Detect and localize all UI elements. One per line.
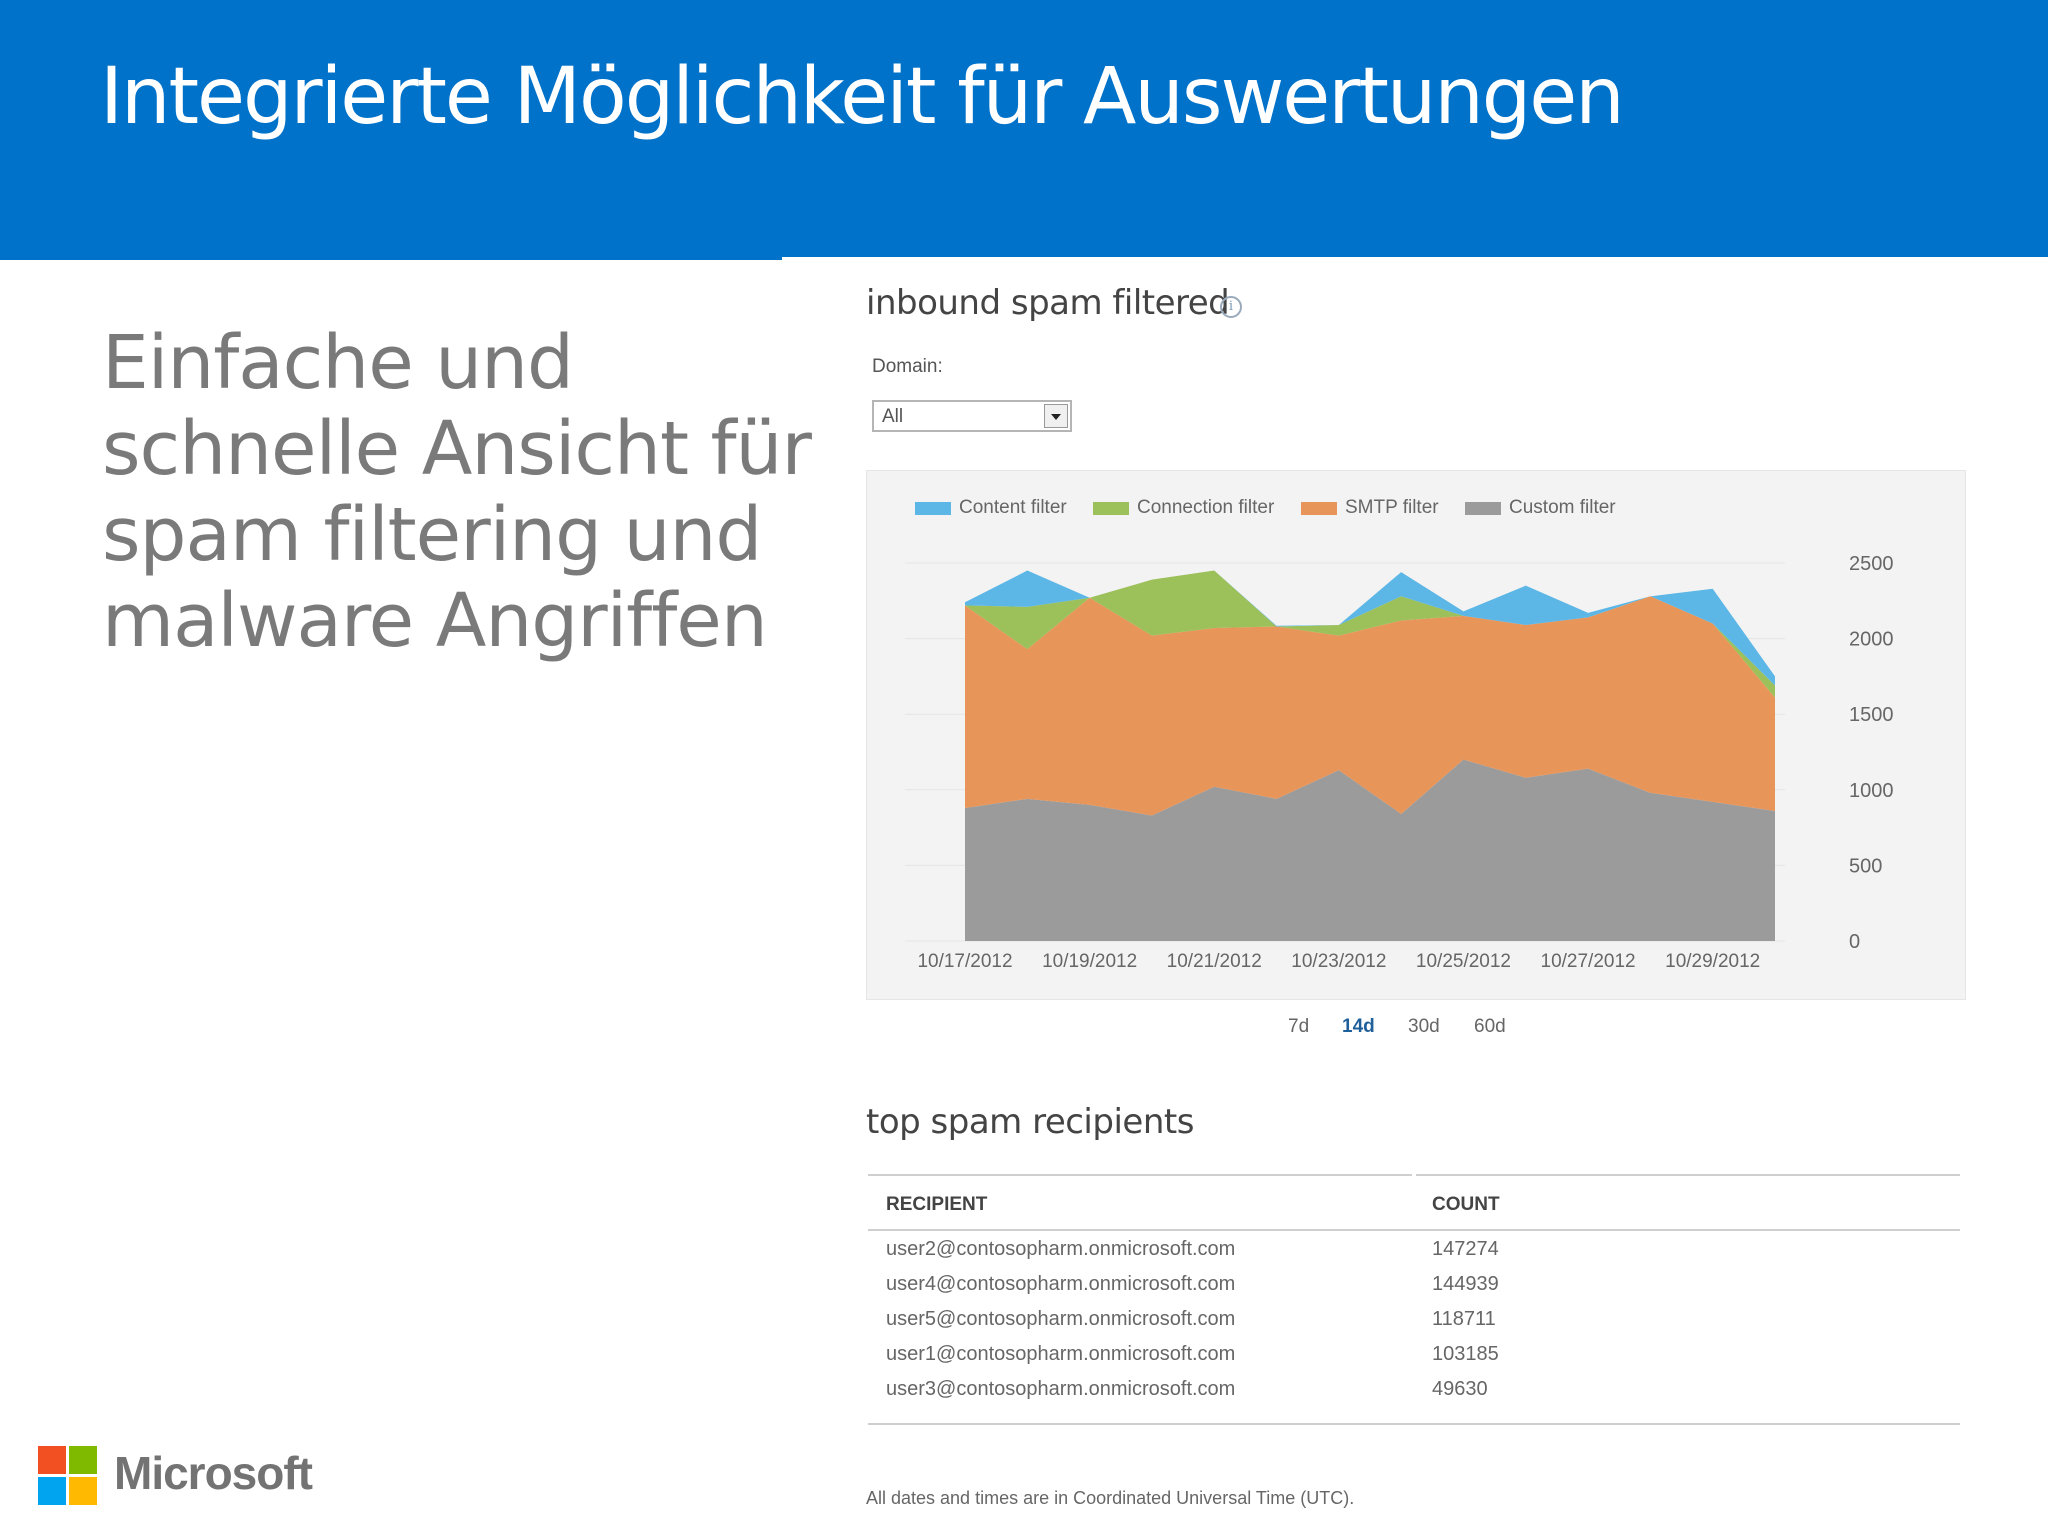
count-cell: 144939: [1432, 1273, 1499, 1295]
legend-label: Custom filter: [1509, 497, 1616, 518]
y-tick-label: 1000: [1849, 780, 1894, 802]
area-series-custom-filter[interactable]: [965, 759, 1775, 941]
slide-title: Integrierte Möglichkeit für Auswertungen: [100, 52, 1625, 142]
recipients-title: top spam recipients: [866, 1102, 1194, 1142]
table-row[interactable]: user2@contosopharm.onmicrosoft.com 14727…: [868, 1238, 1960, 1273]
table-row[interactable]: user4@contosopharm.onmicrosoft.com 14493…: [868, 1273, 1960, 1308]
y-tick-label: 2500: [1849, 553, 1894, 575]
subtitle-line: Einfache und: [102, 320, 574, 406]
range-7d[interactable]: 7d: [1288, 1016, 1310, 1037]
subtitle-line: malware Angriffen: [102, 578, 768, 664]
table-divider: [868, 1423, 1960, 1425]
legend-label: Connection filter: [1137, 497, 1275, 518]
area-series-connection-filter[interactable]: [965, 570, 1775, 698]
x-tick-label: 10/21/2012: [1167, 951, 1262, 972]
recipient-cell: user1@contosopharm.onmicrosoft.com: [886, 1343, 1236, 1365]
table-row[interactable]: user5@contosopharm.onmicrosoft.com 11871…: [868, 1308, 1960, 1343]
recipient-cell: user5@contosopharm.onmicrosoft.com: [886, 1308, 1236, 1330]
legend-swatch: [1465, 502, 1501, 515]
column-header-count[interactable]: COUNT: [1432, 1194, 1500, 1215]
recipient-cell: user2@contosopharm.onmicrosoft.com: [886, 1238, 1236, 1260]
y-tick-label: 1500: [1849, 704, 1894, 726]
column-header-recipient[interactable]: RECIPIENT: [886, 1194, 988, 1215]
table-divider: [1416, 1174, 1960, 1176]
panel-title: inbound spam filtered: [866, 283, 1230, 323]
legend-swatch: [915, 502, 951, 515]
x-tick-label: 10/27/2012: [1541, 951, 1636, 972]
table-row[interactable]: user3@contosopharm.onmicrosoft.com 49630: [868, 1378, 1960, 1413]
table-row[interactable]: user1@contosopharm.onmicrosoft.com 10318…: [868, 1343, 1960, 1378]
count-cell: 118711: [1432, 1308, 1496, 1330]
x-tick-label: 10/23/2012: [1291, 951, 1386, 972]
range-60d[interactable]: 60d: [1474, 1016, 1506, 1037]
logo-square: [69, 1446, 97, 1474]
microsoft-wordmark: Microsoft: [114, 1447, 313, 1499]
legend-label: Content filter: [959, 497, 1067, 518]
range-30d[interactable]: 30d: [1408, 1016, 1440, 1037]
y-tick-label: 500: [1849, 855, 1882, 877]
x-tick-label: 10/17/2012: [917, 951, 1012, 972]
count-cell: 147274: [1432, 1238, 1499, 1260]
recipient-cell: user3@contosopharm.onmicrosoft.com: [886, 1378, 1236, 1400]
table-divider: [868, 1229, 1960, 1231]
count-cell: 49630: [1432, 1378, 1488, 1400]
table-divider: [868, 1174, 1412, 1176]
domain-label: Domain:: [872, 356, 943, 377]
y-tick-label: 0: [1849, 931, 1860, 953]
x-tick-label: 10/19/2012: [1042, 951, 1137, 972]
area-series-content-filter[interactable]: [965, 570, 1775, 686]
logo-square: [38, 1446, 66, 1474]
legend-swatch: [1301, 502, 1337, 515]
title-banner: Integrierte Möglichkeit für Auswertungen: [0, 0, 2048, 257]
slide-subtitle: Einfache und schnelle Ansicht für spam f…: [102, 320, 812, 664]
x-tick-label: 10/29/2012: [1665, 951, 1760, 972]
info-icon[interactable]: i: [1220, 296, 1242, 318]
logo-square: [69, 1477, 97, 1505]
legend-label: SMTP filter: [1345, 497, 1439, 518]
domain-select-value: All: [882, 406, 904, 427]
area-series-smtp-filter[interactable]: [965, 596, 1775, 816]
spam-chart: Content filter Connection filter SMTP fi…: [866, 470, 1966, 1000]
subtitle-line: schnelle Ansicht für: [102, 406, 812, 492]
banner-accent-line: [0, 257, 782, 260]
logo-square: [38, 1477, 66, 1505]
y-tick-label: 2000: [1849, 629, 1894, 651]
chevron-down-icon[interactable]: [1044, 404, 1068, 428]
legend-swatch: [1093, 502, 1129, 515]
range-14d[interactable]: 14d: [1342, 1016, 1375, 1037]
x-tick-label: 10/25/2012: [1416, 951, 1511, 972]
utc-footnote: All dates and times are in Coordinated U…: [866, 1488, 1355, 1508]
domain-select[interactable]: All: [872, 400, 1072, 432]
microsoft-logo-icon: [38, 1446, 98, 1506]
recipient-cell: user4@contosopharm.onmicrosoft.com: [886, 1273, 1236, 1295]
subtitle-line: spam filtering und: [102, 492, 762, 578]
chart-plot: 0 500 1000 1500 2000 2500 10/17/2012 10/19/2012…: [905, 553, 1894, 972]
count-cell: 103185: [1432, 1343, 1499, 1365]
